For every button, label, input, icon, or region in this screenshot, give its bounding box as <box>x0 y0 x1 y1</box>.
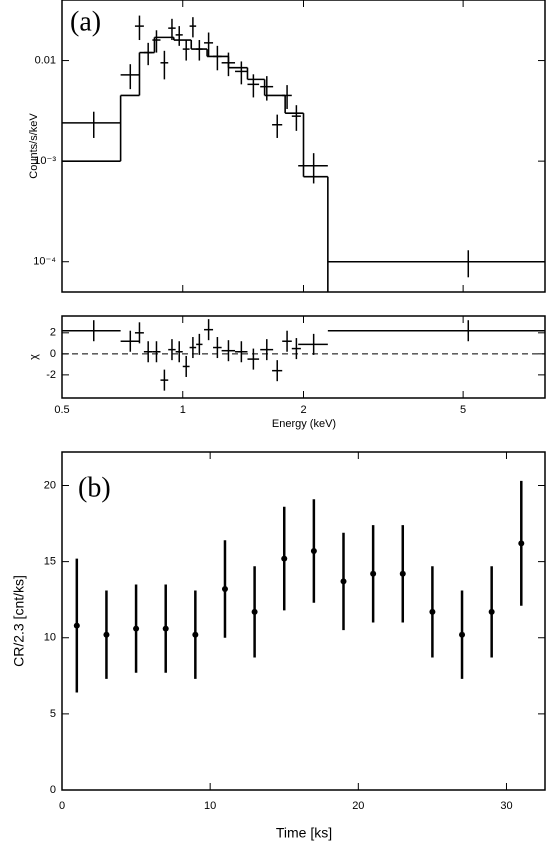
data-point <box>281 555 288 562</box>
data-point <box>103 631 110 638</box>
data-point <box>251 608 258 615</box>
y-tick-label: 0 <box>50 784 56 796</box>
x-axis-label: Time [ks] <box>276 825 332 841</box>
x-tick-label: 0 <box>59 800 65 812</box>
x-tick-label: 30 <box>500 800 512 812</box>
y-tick-label: 10⁻³ <box>34 155 56 167</box>
y-tick-label: 10⁻⁴ <box>33 256 56 268</box>
residual-area <box>62 319 545 391</box>
data-point <box>221 586 228 593</box>
panel-label: (a) <box>70 6 101 37</box>
data-point <box>518 540 525 547</box>
x-tick-label: 20 <box>352 800 364 812</box>
data-point <box>459 631 466 638</box>
data-point <box>310 547 317 554</box>
data-point <box>73 622 80 629</box>
y-tick-label: 0.01 <box>35 54 56 66</box>
data-point <box>399 570 406 577</box>
data-point <box>192 631 199 638</box>
y-tick-label: 5 <box>50 708 56 720</box>
y-tick-label: -2 <box>46 369 56 381</box>
plot-frame <box>61 451 546 791</box>
x-tick-label: 5 <box>460 404 466 416</box>
y-tick-label: 2 <box>50 327 56 339</box>
spectrum-area <box>62 15 545 292</box>
y-tick-label: 15 <box>44 556 56 568</box>
y-axis-label: Counts/s/keV <box>28 113 40 179</box>
x-tick-label: 0.5 <box>54 404 69 416</box>
y-axis-label: χ <box>28 354 40 360</box>
data-point <box>370 570 377 577</box>
data-point <box>133 625 140 632</box>
y-tick-label: 10 <box>44 632 56 644</box>
x-tick-label: 10 <box>204 800 216 812</box>
x-axis-label: Energy (keV) <box>272 418 336 430</box>
data-point <box>162 625 169 632</box>
residual-frame <box>61 315 546 399</box>
y-axis-label: CR/2.3 [cnt/ks] <box>11 575 27 667</box>
x-tick-label: 2 <box>300 404 306 416</box>
data-point <box>488 608 495 615</box>
y-tick-label: 20 <box>44 479 56 491</box>
data-point <box>429 608 436 615</box>
panel-label: (b) <box>78 472 111 503</box>
x-tick-label: 1 <box>180 404 186 416</box>
data-point <box>340 578 347 585</box>
y-tick-label: 0 <box>50 348 56 360</box>
